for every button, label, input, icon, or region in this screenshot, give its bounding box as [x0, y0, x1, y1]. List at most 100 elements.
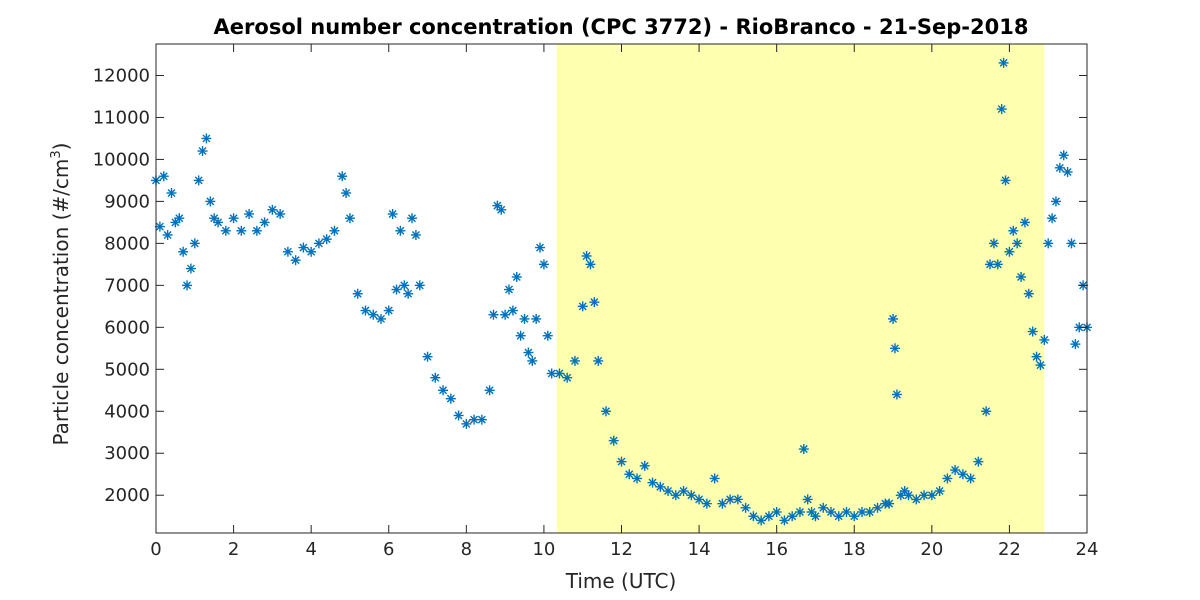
data-point	[569, 355, 580, 366]
data-point	[298, 242, 309, 253]
data-point	[484, 385, 495, 396]
data-point	[282, 246, 293, 257]
data-point	[360, 305, 371, 316]
data-point	[1000, 175, 1011, 186]
data-point	[337, 171, 348, 182]
data-point	[403, 288, 414, 299]
data-point	[193, 175, 204, 186]
data-point	[616, 456, 627, 467]
data-point	[158, 171, 169, 182]
data-point	[259, 217, 270, 228]
data-point	[1031, 351, 1042, 362]
x-tick-label: 4	[305, 539, 316, 560]
data-point	[1004, 246, 1015, 257]
data-point	[985, 259, 996, 270]
data-point	[154, 221, 165, 232]
data-point	[410, 229, 421, 240]
data-point	[352, 288, 363, 299]
x-tick-label: 18	[843, 539, 866, 560]
data-point	[306, 246, 317, 257]
data-point	[678, 486, 689, 497]
y-tick-label: 9000	[104, 191, 150, 212]
data-point	[519, 313, 530, 324]
data-point	[1047, 213, 1058, 224]
data-point	[387, 208, 398, 219]
data-point	[1054, 162, 1065, 173]
y-tick-label: 2000	[104, 485, 150, 506]
data-point	[469, 414, 480, 425]
data-point	[998, 57, 1009, 68]
data-point	[178, 246, 189, 257]
data-point	[461, 418, 472, 429]
data-point	[864, 507, 875, 518]
data-point	[585, 259, 596, 270]
data-point	[1066, 238, 1077, 249]
data-point	[787, 511, 798, 522]
data-point	[189, 238, 200, 249]
data-point	[1050, 196, 1061, 207]
data-point	[438, 385, 449, 396]
data-point	[810, 511, 821, 522]
data-point	[888, 313, 899, 324]
data-point	[934, 486, 945, 497]
data-point	[496, 204, 507, 215]
x-tick-label: 20	[920, 539, 943, 560]
data-point	[647, 477, 658, 488]
data-point	[422, 351, 433, 362]
shaded-region-layer	[556, 44, 1045, 533]
data-point	[1012, 238, 1023, 249]
x-tick-label: 14	[688, 539, 711, 560]
data-point	[717, 498, 728, 509]
data-point	[1016, 271, 1027, 282]
y-axis-label-main: Particle concentration (#/cm	[49, 159, 73, 446]
y-axis-label: Particle concentration (#/cm3)	[49, 143, 73, 446]
x-tick-label: 12	[610, 539, 633, 560]
data-point	[391, 284, 402, 295]
data-point	[593, 355, 604, 366]
data-point	[267, 204, 278, 215]
data-point	[889, 343, 900, 354]
data-point	[228, 213, 239, 224]
data-point	[825, 507, 836, 518]
data-point	[453, 410, 464, 421]
data-point	[414, 280, 425, 291]
data-point	[988, 238, 999, 249]
data-point	[527, 355, 538, 366]
data-point	[182, 280, 193, 291]
data-point	[624, 469, 635, 480]
data-point	[531, 313, 542, 324]
data-point	[663, 486, 674, 497]
y-tick-label: 7000	[104, 275, 150, 296]
data-point	[841, 507, 852, 518]
data-point	[251, 225, 262, 236]
x-tick-label: 10	[532, 539, 555, 560]
x-tick-label: 0	[150, 539, 161, 560]
data-point	[996, 104, 1007, 115]
y-tick-label: 3000	[104, 443, 150, 464]
data-point	[686, 490, 697, 501]
data-point	[794, 507, 805, 518]
data-point	[589, 297, 600, 308]
data-point	[1070, 339, 1081, 350]
y-tick-label: 11000	[93, 107, 150, 128]
data-point	[957, 469, 968, 480]
data-point	[407, 213, 418, 224]
data-point	[965, 473, 976, 484]
data-point	[992, 259, 1003, 270]
x-tick-label: 24	[1076, 539, 1099, 560]
data-point	[740, 502, 751, 513]
data-point	[701, 498, 712, 509]
data-point	[185, 263, 196, 274]
y-axis-label-tail: )	[49, 143, 73, 151]
data-point	[383, 305, 394, 316]
data-point	[655, 481, 666, 492]
data-point	[507, 305, 518, 316]
x-tick-label: 6	[383, 539, 394, 560]
data-point	[981, 406, 992, 417]
axes	[155, 43, 1088, 534]
data-point	[205, 196, 216, 207]
data-point	[818, 502, 829, 513]
y-tick-label: 4000	[104, 401, 150, 422]
data-point	[779, 515, 790, 526]
